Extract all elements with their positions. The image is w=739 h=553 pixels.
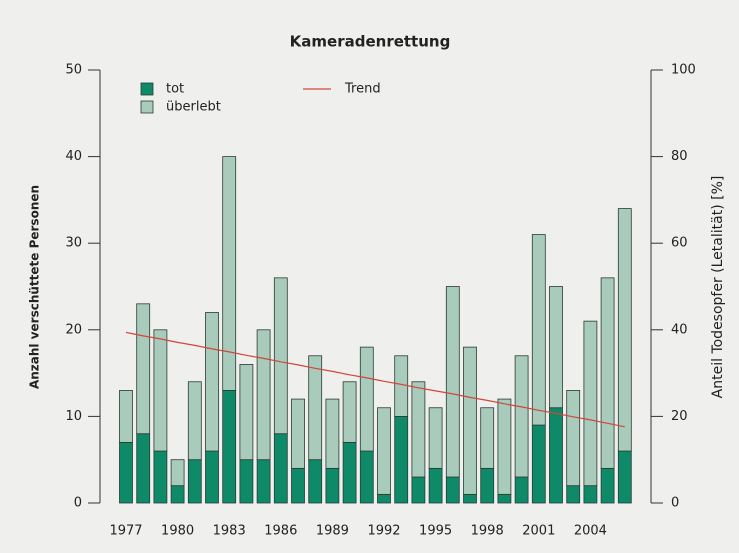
bar-segment bbox=[170, 485, 185, 504]
x-tick-label: 2001 bbox=[522, 524, 555, 539]
bar-segment bbox=[531, 424, 546, 504]
bar-segment bbox=[222, 156, 237, 391]
bar-segment bbox=[136, 433, 151, 504]
bar-segment bbox=[273, 277, 288, 435]
bar-segment bbox=[428, 467, 443, 504]
bar-segment bbox=[119, 390, 133, 443]
bar-segment bbox=[497, 398, 512, 495]
bar-segment bbox=[480, 407, 495, 469]
bar-segment bbox=[394, 355, 409, 417]
bar-segment bbox=[205, 312, 219, 452]
bar-segment bbox=[514, 476, 529, 504]
bar-segment bbox=[377, 493, 391, 504]
bar-segment bbox=[531, 234, 546, 426]
bar-segment bbox=[428, 407, 443, 469]
bar-segment bbox=[411, 381, 426, 478]
x-tick-label: 1980 bbox=[161, 524, 194, 539]
bar-segment bbox=[136, 303, 151, 435]
bar-segment bbox=[514, 355, 529, 478]
bar-segment bbox=[153, 329, 168, 452]
x-tick-label: 1995 bbox=[419, 524, 452, 539]
bar-segment bbox=[600, 277, 615, 469]
bar-segment bbox=[205, 450, 219, 504]
bar-segment bbox=[480, 467, 495, 504]
bar-segment bbox=[342, 381, 357, 443]
legend-swatch bbox=[140, 100, 154, 114]
bar-segment bbox=[583, 485, 598, 504]
x-tick-label: 1989 bbox=[316, 524, 349, 539]
y-tick-label: 30 bbox=[65, 236, 82, 251]
bar-segment bbox=[239, 459, 254, 504]
bar-segment bbox=[308, 355, 323, 461]
bar-segment bbox=[359, 450, 374, 504]
bar-segment bbox=[239, 364, 254, 461]
bar-segment bbox=[325, 398, 340, 469]
bar-segment bbox=[411, 476, 426, 504]
legend-label: Trend bbox=[344, 82, 381, 97]
x-tick-label: 1998 bbox=[471, 524, 504, 539]
y-tick-label: 20 bbox=[65, 322, 82, 337]
x-tick-label: 1977 bbox=[109, 524, 142, 539]
bar-segment bbox=[342, 441, 357, 504]
bar-segment bbox=[549, 286, 563, 409]
bar-segment bbox=[549, 407, 563, 504]
bar-segment bbox=[359, 346, 374, 452]
bar-segment bbox=[170, 459, 185, 487]
bar-segment bbox=[256, 459, 271, 504]
bar-segment bbox=[463, 493, 477, 504]
bar-segment bbox=[445, 286, 460, 478]
y2-tick-label: 20 bbox=[671, 409, 688, 424]
bar-segment bbox=[377, 407, 391, 495]
x-tick-label: 2004 bbox=[574, 524, 607, 539]
bar-segment bbox=[291, 398, 305, 469]
y2-tick-label: 100 bbox=[671, 63, 696, 78]
y2-tick-label: 80 bbox=[671, 149, 688, 164]
bar-segment bbox=[256, 329, 271, 461]
bar-segment bbox=[187, 381, 202, 461]
y-tick-label: 40 bbox=[65, 149, 82, 164]
bar-segment bbox=[497, 493, 512, 504]
bar-segment bbox=[222, 390, 237, 504]
bar-segment bbox=[273, 433, 288, 504]
y2-tick-label: 60 bbox=[671, 236, 688, 251]
bar-segment bbox=[600, 467, 615, 504]
bar-segment bbox=[394, 415, 409, 504]
bar-segment bbox=[291, 467, 305, 504]
bar-segment bbox=[119, 441, 133, 504]
bar-segment bbox=[187, 459, 202, 504]
bar-segment bbox=[325, 467, 340, 504]
bar-segment bbox=[566, 485, 581, 504]
bar-segment bbox=[463, 346, 477, 495]
y-tick-label: 0 bbox=[74, 496, 82, 511]
x-tick-label: 1983 bbox=[213, 524, 246, 539]
bar-segment bbox=[153, 450, 168, 504]
bar-segment bbox=[617, 208, 632, 452]
y-axis-title: Anzahl verschüttete Personen bbox=[28, 185, 42, 389]
x-tick-label: 1986 bbox=[264, 524, 297, 539]
legend-label: tot bbox=[166, 82, 184, 97]
trend-line bbox=[125, 331, 625, 428]
y-tick-label: 10 bbox=[65, 409, 82, 424]
bar-segment bbox=[445, 476, 460, 504]
bar-segment bbox=[308, 459, 323, 504]
bar-segment bbox=[566, 390, 581, 487]
y2-tick-label: 40 bbox=[671, 322, 688, 337]
x-tick-label: 1992 bbox=[367, 524, 400, 539]
bar-segment bbox=[617, 450, 632, 504]
legend-label: überlebt bbox=[166, 100, 221, 115]
bar-segment bbox=[583, 320, 598, 487]
y2-tick-label: 0 bbox=[671, 496, 679, 511]
chart-title: Kameradenrettung bbox=[290, 33, 451, 51]
y-tick-label: 50 bbox=[65, 63, 82, 78]
legend-swatch bbox=[140, 82, 154, 96]
y2-axis-title: Anteil Todesopfer (Letalität) [%] bbox=[710, 176, 726, 399]
